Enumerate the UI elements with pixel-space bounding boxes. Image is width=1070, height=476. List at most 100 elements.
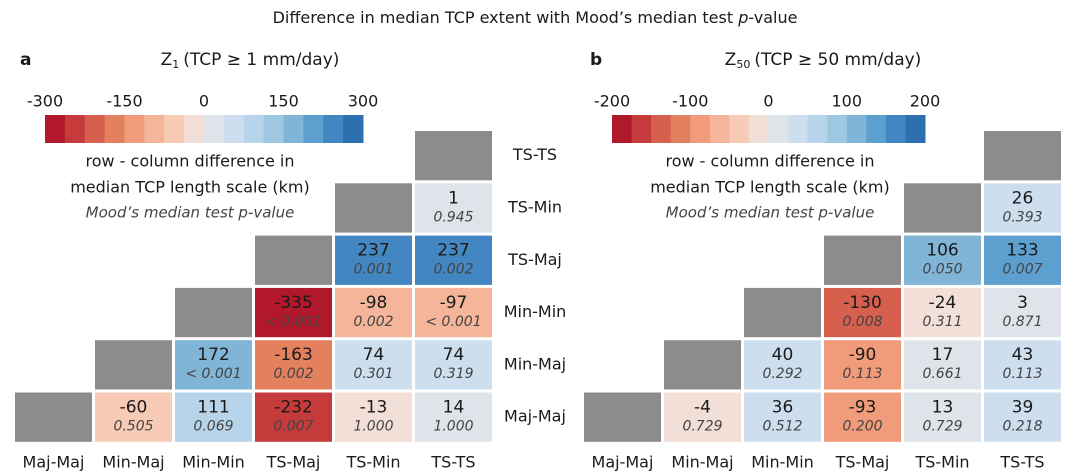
colorbar-swatch bbox=[124, 115, 145, 143]
colorbar-tick-label: -100 bbox=[672, 92, 708, 111]
heatmap-cell bbox=[255, 392, 332, 442]
colorbar-swatch bbox=[184, 115, 205, 143]
cell-p-value: < 0.001 bbox=[185, 366, 241, 382]
cell-p-value: 0.319 bbox=[433, 366, 473, 382]
diagonal-cell bbox=[255, 235, 332, 285]
colorbar-swatch bbox=[827, 115, 848, 143]
cell-value: -90 bbox=[849, 345, 877, 365]
colorbar-swatch bbox=[670, 115, 691, 143]
cell-value: 39 bbox=[1012, 398, 1034, 418]
heatmap-cell bbox=[255, 340, 332, 390]
cell-value: 17 bbox=[932, 345, 954, 365]
heatmap-cell bbox=[904, 235, 981, 285]
heatmap-cell bbox=[415, 340, 492, 390]
heatmap-cell bbox=[175, 340, 252, 390]
column-label: TS-Maj bbox=[266, 453, 321, 472]
colorbar-swatch bbox=[84, 115, 106, 143]
colorbar-swatch bbox=[612, 115, 633, 143]
cell-value: -60 bbox=[120, 398, 148, 418]
cell-value: -98 bbox=[360, 293, 388, 313]
diagonal-cell bbox=[175, 287, 252, 338]
row-label: TS-Min bbox=[507, 197, 562, 216]
row-label: Min-Maj bbox=[504, 354, 566, 373]
cell-p-value: 0.069 bbox=[193, 419, 233, 435]
row-label: Maj-Maj bbox=[504, 407, 566, 426]
column-label: TS-Maj bbox=[835, 453, 890, 472]
diagonal-cell bbox=[744, 287, 821, 338]
colorbar-swatch bbox=[263, 115, 284, 143]
title-subscript: 50 bbox=[736, 58, 750, 71]
column-label: Maj-Maj bbox=[592, 453, 654, 472]
diagonal-cell bbox=[335, 183, 412, 233]
cell-p-value: 0.505 bbox=[113, 419, 153, 435]
row-label: TS-Maj bbox=[507, 250, 562, 269]
cell-p-value: 1.000 bbox=[433, 419, 473, 435]
colorbar-tick-label: 0 bbox=[763, 92, 773, 111]
cell-value: -93 bbox=[849, 398, 877, 418]
colorbar-swatch bbox=[846, 115, 867, 143]
cell-p-value: 1.000 bbox=[353, 419, 393, 435]
colorbar-swatch bbox=[905, 115, 926, 143]
title-symbol: Z bbox=[725, 50, 737, 70]
heatmap-cell bbox=[904, 340, 981, 390]
diagonal-cell bbox=[904, 183, 981, 233]
panel-label: b bbox=[590, 50, 602, 70]
colorbar-swatch bbox=[788, 115, 809, 143]
diagonal-cell bbox=[664, 340, 741, 390]
cell-value: -335 bbox=[274, 293, 313, 313]
colorbar-swatch bbox=[283, 115, 304, 143]
cell-value: 26 bbox=[1012, 188, 1034, 208]
diagonal-cell bbox=[584, 392, 661, 442]
cell-p-value: 0.661 bbox=[922, 366, 962, 382]
heatmap-cell bbox=[255, 287, 332, 338]
title-part: Difference in median TCP extent with Moo… bbox=[273, 8, 739, 27]
heatmap-cell bbox=[824, 340, 901, 390]
colorbar-swatch bbox=[223, 115, 245, 143]
cell-p-value: < 0.001 bbox=[265, 314, 321, 330]
colorbar-tick-label: -150 bbox=[106, 92, 142, 111]
panel-title: Z1 (TCP ≥ 1 mm/day) bbox=[161, 50, 340, 71]
cell-p-value: 0.301 bbox=[353, 366, 393, 382]
heatmap-cell bbox=[664, 392, 741, 442]
colorbar-tick-label: 200 bbox=[910, 92, 941, 111]
cell-p-value: 0.002 bbox=[433, 262, 473, 278]
column-label: TS-Min bbox=[914, 453, 969, 472]
cell-value: 14 bbox=[443, 398, 465, 418]
cell-value: 111 bbox=[197, 398, 229, 418]
heatmap-cell bbox=[744, 392, 821, 442]
heatmap-cell bbox=[984, 392, 1061, 442]
colorbar-label: row - column difference in bbox=[85, 152, 294, 171]
cell-value: 172 bbox=[197, 345, 229, 365]
cell-p-value: 0.050 bbox=[922, 262, 962, 278]
p-value-note: Mood’s median test p-value bbox=[666, 204, 875, 222]
column-label: TS-TS bbox=[999, 453, 1044, 472]
heatmap-cell bbox=[335, 235, 412, 285]
panel-label: a bbox=[20, 50, 31, 70]
colorbar-label: median TCP length scale (km) bbox=[70, 178, 310, 197]
cell-p-value: 0.871 bbox=[1002, 314, 1042, 330]
cell-value: 74 bbox=[443, 345, 465, 365]
colorbar-tick-label: 150 bbox=[268, 92, 299, 111]
column-label: Maj-Maj bbox=[23, 453, 85, 472]
colorbar-label: row - column difference in bbox=[665, 152, 874, 171]
colorbar-swatch bbox=[323, 115, 344, 143]
colorbar-swatch bbox=[204, 115, 225, 143]
column-label: Min-Min bbox=[751, 453, 814, 472]
row-label: TS-TS bbox=[512, 145, 557, 164]
cell-value: 3 bbox=[1017, 293, 1028, 313]
column-label: TS-TS bbox=[430, 453, 475, 472]
cell-value: -130 bbox=[843, 293, 882, 313]
cell-value: 1 bbox=[448, 188, 459, 208]
title-condition: (TCP ≥ 50 mm/day) bbox=[754, 50, 921, 70]
diagonal-cell bbox=[95, 340, 172, 390]
cell-value: 133 bbox=[1006, 241, 1038, 261]
cell-value: -24 bbox=[929, 293, 957, 313]
cell-p-value: 0.007 bbox=[273, 419, 313, 435]
cell-value: -232 bbox=[274, 398, 313, 418]
heatmap-cell bbox=[904, 287, 981, 338]
cell-value: 13 bbox=[932, 398, 954, 418]
heatmap-cell bbox=[415, 287, 492, 338]
cell-p-value: 0.008 bbox=[842, 314, 882, 330]
cell-value: -163 bbox=[274, 345, 313, 365]
colorbar-swatch bbox=[303, 115, 324, 143]
